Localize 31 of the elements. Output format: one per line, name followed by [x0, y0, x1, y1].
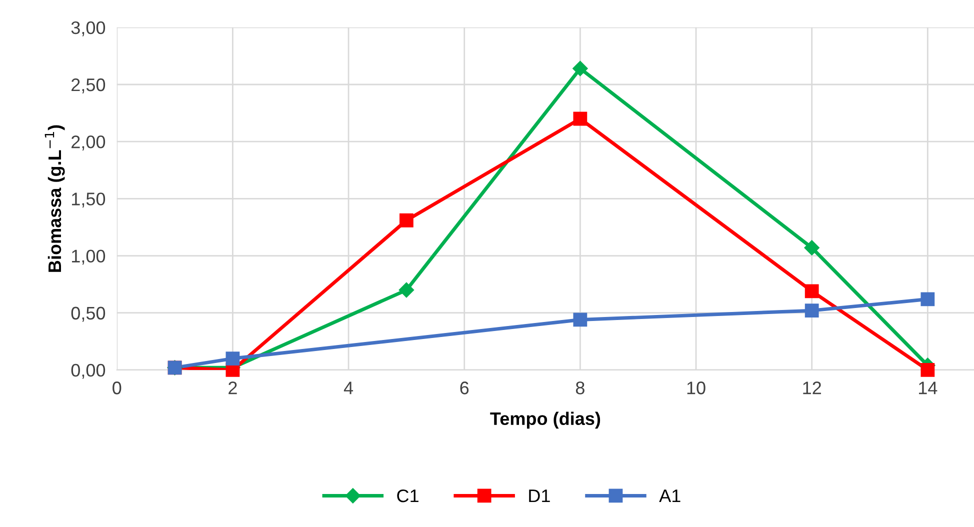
x-axis-title: Tempo (dias): [490, 412, 600, 429]
point: [226, 352, 240, 366]
x-tick-label: 2: [228, 382, 237, 394]
y-tick-label: 2,00: [72, 136, 106, 150]
x-tick-label: 12: [803, 382, 821, 394]
y-tick-label: 2,50: [72, 78, 106, 94]
y-tick-label: 1,50: [72, 192, 106, 208]
y-tick-label: 0,00: [71, 364, 106, 379]
x-tick-label: 10: [687, 382, 706, 394]
point: [398, 282, 414, 298]
x-tick-label: 14: [919, 382, 938, 394]
x-tick-label: 4: [344, 382, 354, 394]
y-tick-label: 3,00: [71, 21, 106, 36]
x-tick-label: 6: [460, 382, 469, 394]
point: [920, 292, 935, 306]
point: [572, 60, 588, 76]
point: [804, 240, 820, 256]
legend-label: A1: [659, 490, 680, 502]
legend-label: C1: [397, 489, 418, 502]
point: [400, 213, 414, 228]
point: [573, 112, 588, 126]
y-tick-label: 1,00: [72, 250, 106, 265]
x-tick-label: 0: [112, 382, 122, 394]
y-tick-label: 0,50: [71, 306, 106, 322]
legend-label: D1: [529, 490, 550, 502]
point: [804, 284, 819, 298]
point: [573, 312, 588, 327]
point: [804, 304, 819, 318]
y-axis-title: Biomassa (g.L$^{−1}$): [44, 125, 65, 272]
x-tick-label: 8: [576, 382, 584, 394]
point: [920, 363, 935, 377]
